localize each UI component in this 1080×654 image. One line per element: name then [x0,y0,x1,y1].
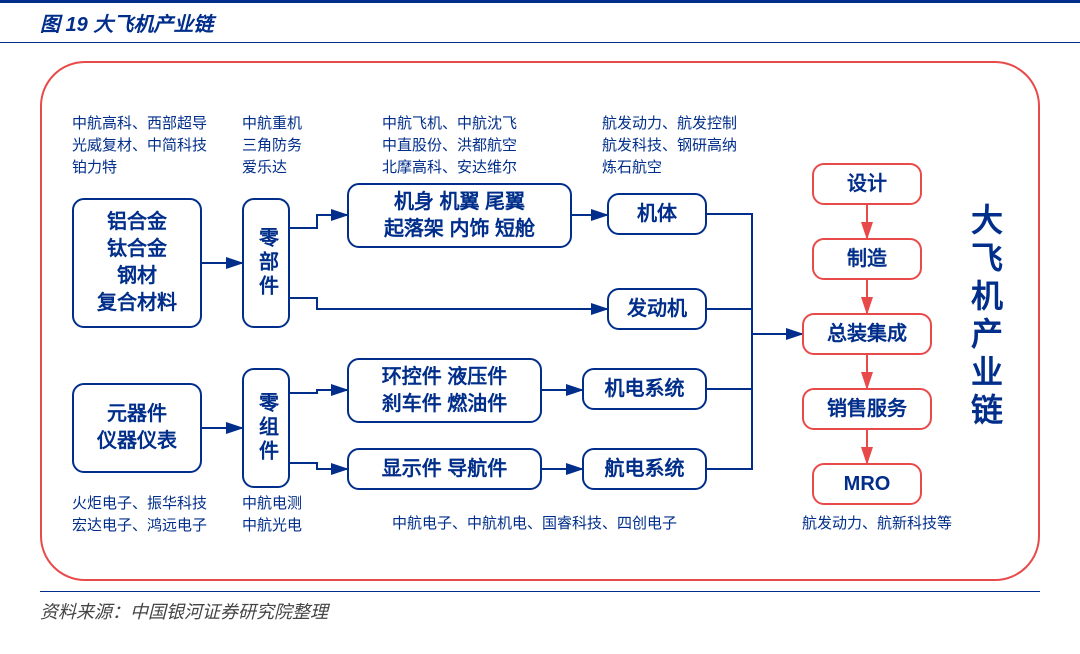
node-materials: 铝合金钛合金钢材复合材料 [72,198,202,328]
node-assy: 总装集成 [802,313,932,355]
arrow-10 [707,309,802,334]
node-parts2: 零组件 [242,368,290,488]
source-text: 资料来源：中国银河证券研究院整理 [40,602,328,622]
node-sales: 销售服务 [802,388,932,430]
arrow-1 [290,215,347,228]
node-make: 制造 [812,238,922,280]
node-engine: 发动机 [607,288,707,330]
node-parts2-label: 零组件 [253,392,280,464]
arrow-6 [290,463,347,469]
annotation-a5: 火炬电子、振华科技宏达电子、鸿远电子 [72,493,207,537]
arrow-12 [707,334,802,469]
node-avio: 航电系统 [582,448,707,490]
diagram-container: 铝合金钛合金钢材复合材料 零部件 机身 机翼 尾翼起落架 内饰 短舱机体发动机元器件… [40,61,1040,581]
arrow-5 [290,390,347,393]
chain-title: 大飞机产业链 [962,203,1008,431]
annotation-a8: 航发动力、航新科技等 [802,513,952,535]
node-subassy: 机身 机翼 尾翼起落架 内饰 短舱 [347,183,572,248]
node-mro: MRO [812,463,922,505]
node-env: 环控件 液压件刹车件 燃油件 [347,358,542,423]
node-body: 机体 [607,193,707,235]
annotation-a3: 中航飞机、中航沈飞中直股份、洪都航空北摩高科、安达维尔 [382,113,517,178]
node-disp: 显示件 导航件 [347,448,542,490]
arrow-9 [707,214,802,334]
figure-title: 图 19 大飞机产业链 [40,14,213,36]
node-mech: 机电系统 [582,368,707,410]
figure-title-bar: 图 19 大飞机产业链 [0,0,1080,43]
arrow-11 [707,334,802,389]
annotation-a1: 中航高科、西部超导光威复材、中简科技铂力特 [72,113,207,178]
annotation-a2: 中航重机三角防务爱乐达 [242,113,302,178]
node-design: 设计 [812,163,922,205]
source-bar: 资料来源：中国银河证券研究院整理 [40,591,1040,624]
annotation-a4: 航发动力、航发控制航发科技、钢研高纳炼石航空 [602,113,737,178]
node-parts1: 零部件 [242,198,290,328]
annotation-a6: 中航电测中航光电 [242,493,302,537]
node-components: 元器件仪器仪表 [72,383,202,473]
annotation-a7: 中航电子、中航机电、国睿科技、四创电子 [392,513,677,535]
node-parts1-label: 零部件 [253,227,280,299]
arrow-2 [290,298,607,309]
